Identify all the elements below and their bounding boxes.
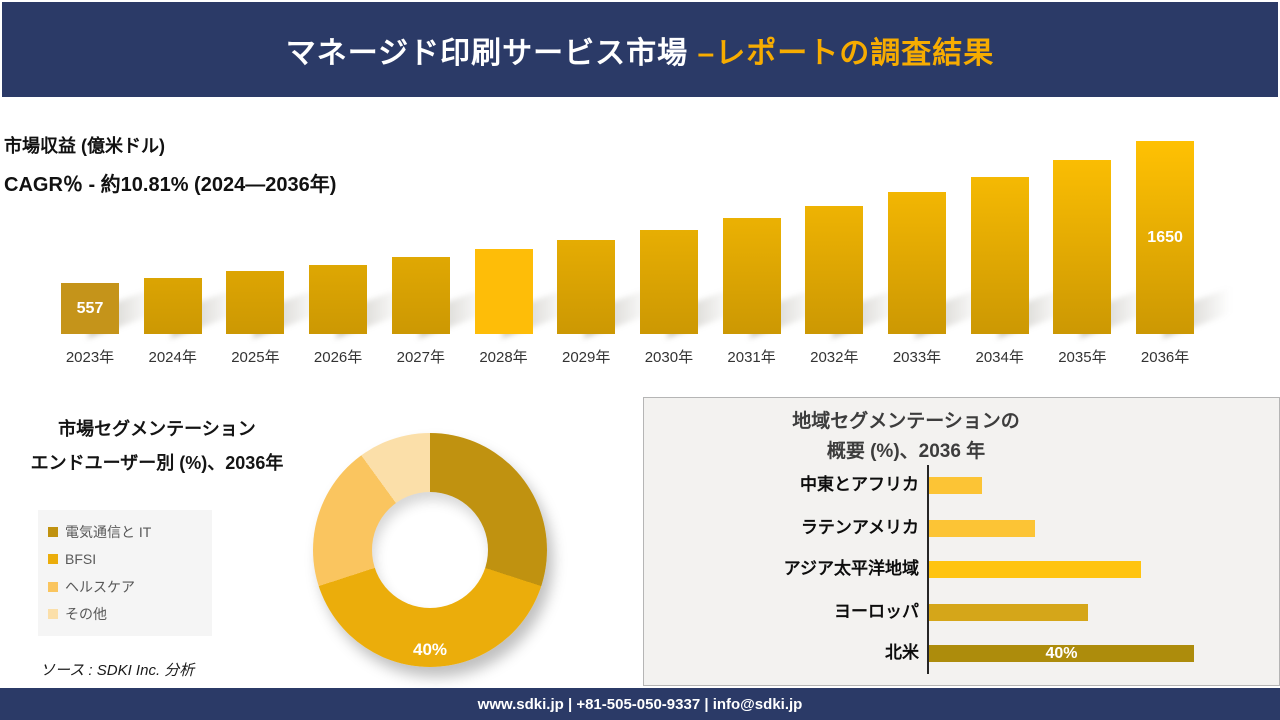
bar-value-label: 1650 [1147, 228, 1183, 246]
region-label: ヨーロッパ [834, 602, 919, 621]
legend-item-label: 電気通信と IT [65, 524, 152, 540]
region-bar [929, 561, 1141, 578]
year-label: 2033年 [892, 349, 942, 366]
year-label: 2027年 [396, 349, 445, 366]
year-label: 2026年 [313, 349, 363, 366]
page-title-accent: –レポートの調査結果 [697, 36, 995, 70]
donut-value-label: 40% [412, 640, 448, 659]
legend-item: BFSI [48, 546, 202, 572]
region-bar [929, 520, 1035, 537]
segmentation-title: 市場セグメンテーション [58, 419, 256, 439]
legend-swatch-icon [48, 581, 58, 592]
legend-item: その他 [48, 601, 202, 627]
bar-value-label: 557 [76, 299, 104, 317]
revenue-bar [1053, 160, 1112, 334]
legend-item-label: ヘルスケア [65, 578, 135, 595]
region-bar-value-label: 40% [1045, 644, 1078, 662]
revenue-bar [639, 230, 698, 334]
revenue-bar [888, 192, 946, 334]
legend-item: 電気通信と IT [48, 519, 202, 545]
regional-title: 地域セグメンテーションの [792, 411, 1020, 432]
revenue-metric-label: 市場収益 (億米ドル) [4, 136, 165, 156]
donut-chart [313, 433, 547, 667]
region-bar [929, 604, 1088, 621]
region-bar [929, 477, 982, 494]
year-label: 2031年 [727, 349, 776, 366]
revenue-bar [309, 265, 368, 334]
region-label: ラテンアメリカ [800, 518, 919, 537]
year-label: 2030年 [644, 349, 694, 366]
legend-swatch-icon [48, 527, 58, 537]
revenue-bar [143, 278, 202, 334]
segmentation-legend: 電気通信と IT BFSI ヘルスケアその他 [38, 510, 212, 636]
revenue-bar-plot: 557 2023年 2024年 2025年 2026年 2027年 2028年 2029年 20… [0, 98, 1280, 395]
revenue-bar [557, 240, 616, 334]
year-label: 2035年 [1058, 349, 1107, 366]
region-label: 中東とアフリカ [800, 475, 919, 494]
legend-swatch-icon [48, 608, 58, 619]
header-banner: マネージド印刷サービス市場 –レポートの調査結果 [2, 2, 1278, 97]
year-label: 2023年 [65, 349, 115, 366]
regional-section: 地域セグメンテーションの 概要 (%)、2036 年 中東とアフリカ ラテンアメリ… [643, 397, 1280, 686]
year-label: 2036年 [1140, 349, 1190, 366]
page-title-main: マネージド印刷サービス市場 [285, 36, 698, 70]
page-title: マネージド印刷サービス市場 –レポートの調査結果 [286, 28, 994, 72]
year-label: 2032年 [810, 349, 859, 366]
year-label: 2024年 [148, 349, 197, 366]
footer-bar: www.sdki.jp | +81-505-050-9337 | info@sd… [0, 688, 1280, 720]
legend-item: ヘルスケア [48, 574, 202, 600]
legend-swatch-icon [48, 554, 58, 565]
year-label: 2028年 [479, 349, 528, 366]
cagr-label: CAGR％ - 約10.81% (2024―2036年) [4, 174, 337, 196]
region-bar: 40% [929, 645, 1194, 662]
revenue-bar [391, 257, 450, 334]
regional-subtitle: 概要 (%)、2036 年 [826, 441, 986, 462]
year-label: 2034年 [975, 349, 1024, 366]
revenue-bar: 1650 [1136, 141, 1195, 334]
regional-axis-line [927, 465, 929, 674]
year-label: 2025年 [231, 349, 280, 366]
segmentation-subtitle: エンドユーザー別 (%)、2036年 [30, 453, 284, 473]
legend-item-label: その他 [65, 605, 107, 622]
revenue-bar [805, 206, 864, 334]
donut-hole [372, 492, 488, 608]
revenue-bar: 557 [61, 283, 119, 334]
year-label: 2029年 [562, 349, 611, 366]
revenue-bar [722, 218, 781, 334]
segmentation-section: 市場セグメンテーション エンドユーザー別 (%)、2036年 電気通信と IT B… [0, 395, 643, 686]
region-label: アジア太平洋地域 [783, 559, 919, 578]
source-label: ソース : SDKI Inc. 分析 [40, 662, 195, 679]
legend-item-label: BFSI [65, 551, 97, 568]
revenue-bar [474, 249, 533, 334]
revenue-bar [226, 271, 285, 334]
revenue-chart-section: 市場収益 (億米ドル) CAGR％ - 約10.81% (2024―2036年)… [0, 98, 1280, 395]
region-label: 北米 [885, 643, 919, 662]
revenue-bar [970, 177, 1029, 334]
